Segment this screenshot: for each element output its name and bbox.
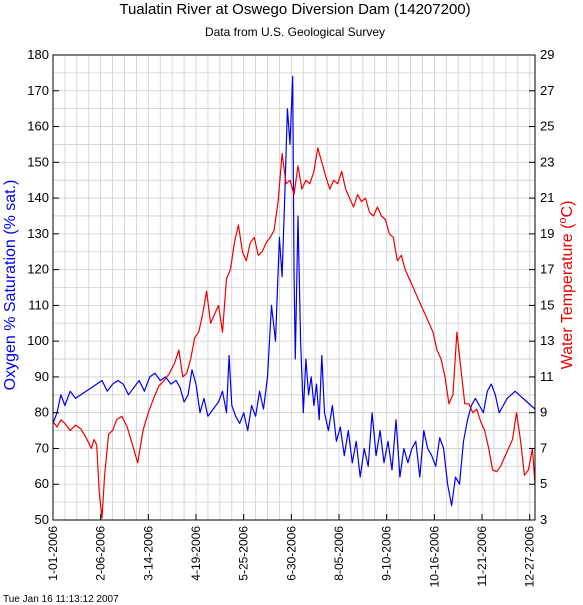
y-left-tick-label: 160 [27,119,49,134]
y-left-tick-label: 120 [27,262,49,277]
y-left-tick-label: 70 [35,440,49,455]
x-tick-label: 4-19-2006 [189,526,203,581]
y-right-tick-label: 11 [540,369,554,384]
x-tick-label: 6-30-2006 [284,526,298,581]
x-tick-label: 8-05-2006 [332,526,346,581]
x-tick-label: 5-25-2006 [237,526,251,581]
y-right-tick-label: 9 [540,405,547,420]
water-temperature-line [52,147,536,519]
series-layer [52,75,536,519]
y-axis-right-label-main: Water Temperature ( [559,223,576,370]
y-axis-right-label-unit: C) [559,201,576,218]
tick-marks [52,54,535,521]
chart-subtitle: Data from U.S. Geological Survey [205,25,385,39]
y-right-tick-label: 17 [540,262,554,277]
x-tick-label: 1-01-2006 [46,526,60,581]
y-left-tick-label: 100 [27,333,49,348]
y-right-tick-label: 29 [540,47,554,62]
y-right-tick-label: 3 [540,512,547,527]
y-axis-right-label-degree: o [557,217,569,223]
y-left-tick-label: 130 [27,226,49,241]
y-left-tick-label: 110 [28,297,49,312]
y-right-tick-label: 5 [540,476,547,491]
y-left-tick-label: 180 [27,47,49,62]
tick-labels: 50 60 70 80 90 100 110 120 130 140 150 160 170 180 3 5 7… [27,47,554,587]
y-right-tick-label: 25 [540,119,554,134]
y-left-tick-label: 50 [35,512,49,527]
y-right-tick-label: 15 [540,297,554,312]
x-tick-label: 9-10-2006 [380,526,394,581]
x-tick-label: 12-27-2006 [523,526,537,588]
y-right-tick-label: 7 [540,440,547,455]
x-tick-label: 3-14-2006 [141,526,155,581]
x-tick-label: 2-06-2006 [94,526,108,581]
y-right-tick-label: 27 [540,83,554,98]
x-tick-label: 10-16-2006 [427,526,441,588]
footer-timestamp: Tue Jan 16 11:13:12 2007 [3,594,119,605]
y-axis-left-label: Oxygen % Saturation (% sat.) [2,180,19,391]
y-left-tick-label: 60 [35,476,49,491]
y-left-tick-label: 150 [27,154,49,169]
y-right-tick-label: 19 [540,226,554,241]
y-left-tick-label: 90 [35,369,49,384]
y-right-tick-label: 13 [540,333,554,348]
plot-frame [52,54,536,521]
oxygen-saturation-line [52,75,536,507]
chart-title: Tualatin River at Oswego Diversion Dam (… [119,1,470,18]
y-axis-right-label: Water Temperature (oC) [557,201,576,370]
x-tick-label: 11-21-2006 [475,526,489,587]
y-right-tick-label: 21 [540,190,554,205]
y-left-tick-label: 80 [35,405,49,420]
y-left-tick-label: 140 [27,190,49,205]
y-left-tick-label: 170 [27,83,49,98]
y-right-tick-label: 23 [540,154,554,169]
